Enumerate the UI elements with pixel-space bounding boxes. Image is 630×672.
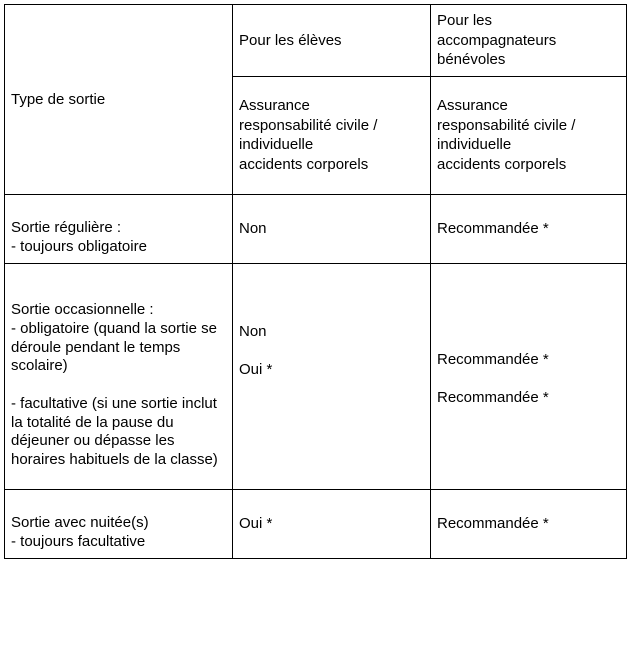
- header-row-1: Type de sortie Pour les élèves Pour les …: [5, 5, 627, 77]
- header-acc-top: Pour les accompagnateurs bénévoles: [431, 5, 627, 77]
- insurance-table: Type de sortie Pour les élèves Pour les …: [4, 4, 627, 559]
- cell-eleves: Non: [233, 194, 431, 263]
- table-row: Sortie régulière : - toujours obligatoir…: [5, 194, 627, 263]
- header-eleves-top: Pour les élèves: [233, 5, 431, 77]
- header-acc-sub: Assurance responsabilité civile / indivi…: [431, 76, 627, 194]
- cell-type: Sortie régulière : - toujours obligatoir…: [5, 194, 233, 263]
- cell-acc: Recommandée * Recommandée *: [431, 263, 627, 489]
- header-type-sortie: Type de sortie: [5, 5, 233, 195]
- header-eleves-sub: Assurance responsabilité civile / indivi…: [233, 76, 431, 194]
- cell-acc: Recommandée *: [431, 489, 627, 558]
- table-row: Sortie occasionnelle : - obligatoire (qu…: [5, 263, 627, 489]
- cell-acc: Recommandée *: [431, 194, 627, 263]
- cell-eleves: Oui *: [233, 489, 431, 558]
- cell-type: Sortie occasionnelle : - obligatoire (qu…: [5, 263, 233, 489]
- cell-type: Sortie avec nuitée(s) - toujours faculta…: [5, 489, 233, 558]
- table-row: Sortie avec nuitée(s) - toujours faculta…: [5, 489, 627, 558]
- cell-eleves: Non Oui *: [233, 263, 431, 489]
